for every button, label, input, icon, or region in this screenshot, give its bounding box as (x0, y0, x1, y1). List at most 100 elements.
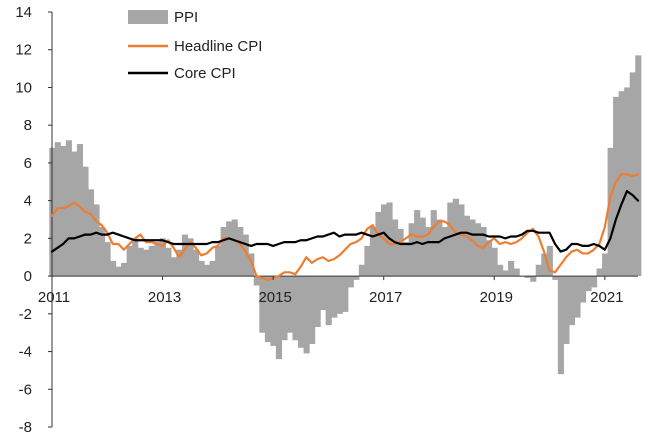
y-tick-label: -8 (19, 419, 32, 436)
ppi-bar (215, 245, 222, 277)
ppi-bar (303, 276, 310, 354)
ppi-bar (552, 276, 559, 280)
cpi-lines-layer (50, 173, 640, 281)
ppi-area-layer (49, 55, 642, 375)
ppi-bar (568, 276, 576, 326)
ppi-bar (71, 151, 78, 277)
ppi-bar (204, 264, 211, 277)
ppi-bar (629, 72, 636, 277)
ppi-bar (126, 245, 133, 277)
ppi-bar (275, 276, 283, 360)
ppi-bar (165, 247, 172, 277)
ppi-bar (104, 242, 111, 277)
ppi-bar (436, 219, 443, 277)
axes (51, 12, 638, 427)
y-tick-label: 0 (24, 268, 32, 285)
legend: PPI Headline CPI Core CPI (128, 9, 262, 82)
ppi-bar (613, 96, 620, 277)
y-tick-label: 14 (15, 4, 32, 21)
ppi-bar (187, 238, 194, 277)
ppi-bar (292, 276, 299, 341)
ppi-bar (298, 276, 305, 348)
legend-label-headline-cpi: Headline CPI (174, 38, 262, 55)
ppi-bar (563, 276, 570, 344)
ppi-bar (535, 264, 542, 277)
ppi-bar (624, 87, 631, 277)
ppi-bar (458, 204, 465, 277)
x-tick-label: 2013 (148, 289, 181, 306)
ppi-bar (320, 276, 327, 311)
ppi-bar (425, 227, 432, 277)
ppi-bar (408, 223, 415, 277)
x-tick-label: 2011 (38, 289, 70, 306)
y-axis-ticks: 14 12 10 8 6 4 2 0 -2 -4 -6 -8 (15, 4, 52, 436)
y-tick-label: 2 (24, 230, 32, 247)
ppi-bar (159, 238, 166, 277)
ppi-bar (364, 245, 371, 277)
x-axis-ticks: 2011 2013 2015 2017 2019 2021 (38, 276, 624, 306)
ppi-bar (485, 240, 493, 277)
ppi-bar (602, 253, 609, 277)
ppi-bar (397, 228, 404, 277)
y-tick-label: 6 (24, 155, 32, 172)
ppi-bar (369, 227, 377, 277)
y-tick-label: -2 (19, 306, 32, 323)
ppi-bar (65, 140, 72, 277)
ppi-bar (380, 204, 388, 277)
ppi-bar (524, 276, 531, 278)
ppi-bar (110, 261, 117, 277)
ppi-bar (342, 276, 349, 312)
y-tick-label: -6 (19, 381, 32, 398)
x-tick-label: 2021 (590, 289, 623, 306)
y-tick-label: 8 (24, 117, 32, 134)
ppi-bar (347, 276, 354, 288)
ppi-bar (391, 219, 399, 277)
ppi-bar (270, 276, 277, 346)
ppi-bar (264, 276, 271, 343)
ppi-bar (259, 276, 266, 333)
ppi-bar (137, 247, 144, 277)
ppi-bar (253, 276, 260, 286)
ppi-bar (98, 227, 106, 277)
ppi-bar (541, 253, 548, 277)
ppi-bar (220, 227, 227, 277)
ppi-bar (121, 262, 128, 277)
ppi-bar (87, 189, 95, 277)
ppi-bar (513, 268, 520, 277)
ppi-bar (192, 249, 200, 277)
core-cpi-line (50, 190, 640, 253)
ppi-bar (325, 276, 332, 326)
ppi-bar (143, 249, 150, 277)
ppi-bar (358, 264, 365, 277)
ppi-bar (591, 276, 598, 288)
x-tick-label: 2015 (258, 289, 291, 306)
ppi-bar (154, 242, 161, 277)
ppi-bar (419, 217, 426, 277)
ppi-bar (574, 276, 581, 318)
y-tick-label: -4 (19, 344, 32, 361)
ppi-bar (336, 276, 343, 314)
ppi-bar (403, 242, 410, 277)
ppi-bar (170, 257, 177, 277)
ppi-bar (331, 276, 338, 318)
ppi-bar (93, 204, 100, 277)
ppi-bar (237, 227, 244, 277)
ppi-bar (585, 276, 592, 292)
ppi-bar (231, 219, 238, 277)
ppi-bar (497, 264, 504, 277)
ppi-bar (502, 270, 509, 277)
y-tick-label: 4 (24, 193, 32, 210)
ppi-bar (557, 276, 564, 375)
ppi-bar (491, 247, 498, 277)
ppi-bar (579, 276, 587, 303)
ppi-bar (132, 238, 139, 277)
ppi-bar (181, 234, 189, 277)
y-tick-label: 12 (15, 42, 32, 59)
ppi-bar (82, 166, 89, 277)
ppi-bar (618, 91, 625, 277)
legend-label-ppi: PPI (174, 9, 198, 26)
ppi-bar (469, 219, 476, 277)
ppi-bar (353, 276, 360, 280)
